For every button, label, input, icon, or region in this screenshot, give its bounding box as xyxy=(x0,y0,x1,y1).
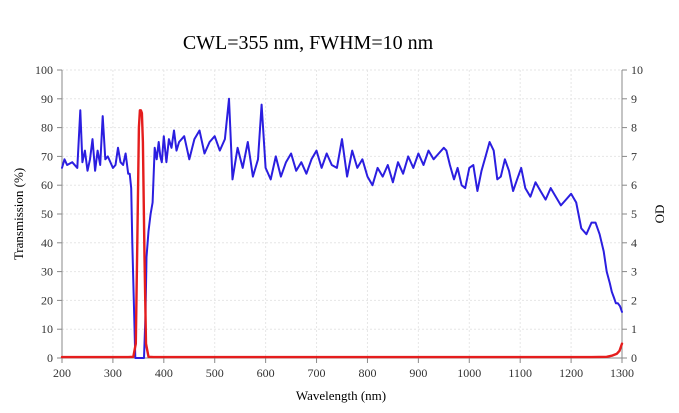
y-tick-label: 40 xyxy=(41,236,53,250)
y-tick-label: 70 xyxy=(41,149,53,163)
x-tick-label: 300 xyxy=(104,366,122,380)
y2-tick-label: 4 xyxy=(631,236,637,250)
x-tick-label: 1000 xyxy=(457,366,481,380)
y2-tick-label: 5 xyxy=(631,207,637,221)
y2-axis-label: OD xyxy=(652,205,667,224)
x-tick-label: 600 xyxy=(257,366,275,380)
y2-tick-label: 6 xyxy=(631,178,637,192)
x-tick-label: 1100 xyxy=(508,366,532,380)
y2-tick-label: 1 xyxy=(631,322,637,336)
y2-tick-label: 2 xyxy=(631,293,637,307)
x-tick-label: 1200 xyxy=(559,366,583,380)
x-tick-label: 500 xyxy=(206,366,224,380)
x-tick-label: 800 xyxy=(358,366,376,380)
y2-tick-label: 3 xyxy=(631,265,637,279)
y-tick-label: 80 xyxy=(41,121,53,135)
x-tick-label: 200 xyxy=(53,366,71,380)
x-tick-label: 1300 xyxy=(610,366,634,380)
x-axis-label: Wavelength (nm) xyxy=(296,388,386,403)
y2-tick-label: 8 xyxy=(631,121,637,135)
series-line-transmission xyxy=(60,109,624,359)
y2-tick-label: 9 xyxy=(631,92,637,106)
x-tick-label: 400 xyxy=(155,366,173,380)
y2-axis-ticks: 0 1 2 3 4 5 6 7 8 9 10 xyxy=(622,63,643,365)
y-tick-label: 50 xyxy=(41,207,53,221)
y-tick-label: 20 xyxy=(41,293,53,307)
x-tick-label: 700 xyxy=(308,366,326,380)
x-axis-ticks: 200 300 400 500 600 700 800 900 1000 1100 1200 1300 xyxy=(53,358,634,380)
y-axis-ticks: 0 10 20 30 40 50 60 70 80 90 100 xyxy=(35,63,62,365)
series-line-od xyxy=(61,97,623,359)
y2-tick-label: 0 xyxy=(631,351,637,365)
y-tick-label: 0 xyxy=(47,351,53,365)
y-tick-label: 30 xyxy=(41,265,53,279)
y2-tick-label: 7 xyxy=(631,149,637,163)
chart-title: CWL=355 nm, FWHM=10 nm xyxy=(183,32,434,54)
y2-tick-label: 10 xyxy=(631,63,643,77)
y-tick-label: 100 xyxy=(35,63,53,77)
x-tick-label: 900 xyxy=(409,366,427,380)
y-axis-label: Transmission (%) xyxy=(11,168,26,260)
y-tick-label: 90 xyxy=(41,92,53,106)
series-group xyxy=(60,97,624,359)
y-tick-label: 60 xyxy=(41,178,53,192)
y-tick-label: 10 xyxy=(41,322,53,336)
grid xyxy=(62,69,622,358)
